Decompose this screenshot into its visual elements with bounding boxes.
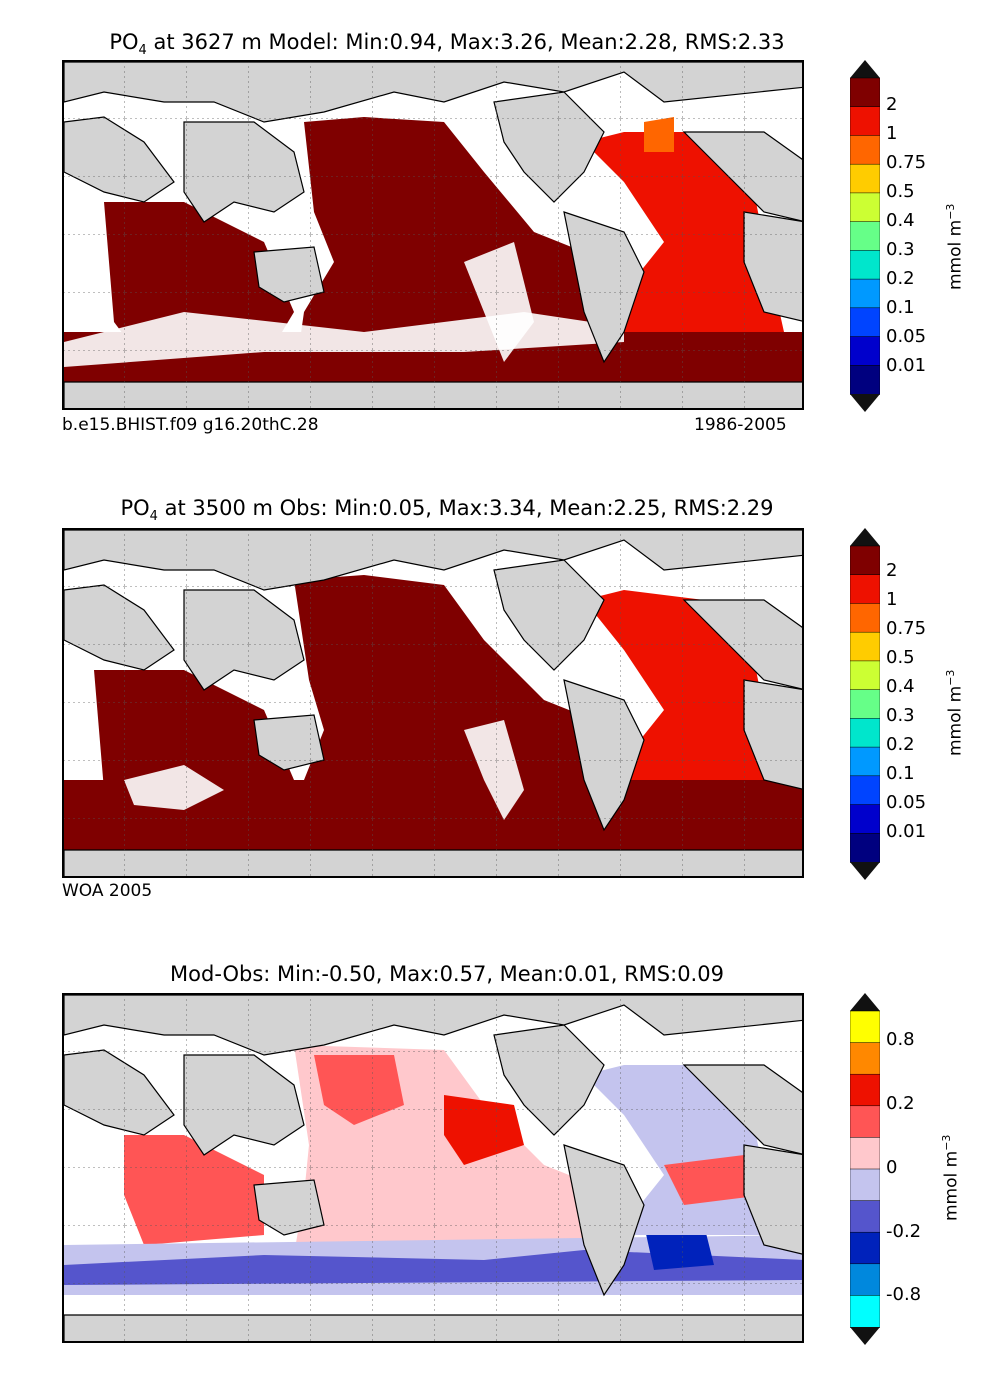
colorbar-swatch bbox=[850, 221, 880, 252]
colorbar-tick: 2 bbox=[886, 94, 898, 115]
caption-right: 1986-2005 bbox=[694, 415, 787, 435]
colorbar-swatch bbox=[850, 307, 880, 338]
colorbar-swatch bbox=[850, 574, 880, 605]
colorbar-tick: 0.75 bbox=[886, 618, 927, 639]
colorbar-tick: 0.01 bbox=[886, 355, 927, 376]
colorbar-model: 2 1 0.75 0.5 0.4 0.3 0.2 0.1 0.05 0.01 m… bbox=[850, 60, 990, 412]
map-svg bbox=[64, 995, 802, 1341]
colorbar-tick: 0.3 bbox=[886, 239, 915, 260]
colorbar-swatch bbox=[850, 250, 880, 280]
colorbar-tick: 0.5 bbox=[886, 647, 915, 668]
map-obs bbox=[62, 528, 804, 878]
colorbar-swatch bbox=[850, 1042, 880, 1075]
caption-left: WOA 2005 bbox=[62, 881, 153, 901]
title-text: Mod-Obs: Min:-0.50, Max:0.57, Mean:0.01,… bbox=[170, 962, 724, 986]
colorbar-extend-max bbox=[850, 60, 880, 78]
colorbar-tick: 0.3 bbox=[886, 705, 915, 726]
colorbar-unit: mmol m−3 bbox=[944, 669, 966, 756]
title-text: at 3500 m Obs: Min:0.05, Max:3.34, Mean:… bbox=[157, 496, 774, 520]
colorbar-swatch bbox=[850, 833, 880, 863]
colorbar-tick: 1 bbox=[886, 589, 898, 610]
map-svg bbox=[64, 530, 802, 876]
colorbar-swatch bbox=[850, 660, 880, 691]
colorbar-tick: 0.05 bbox=[886, 792, 927, 813]
colorbar-tick: 0.1 bbox=[886, 763, 915, 784]
colorbar-tick: 0.4 bbox=[886, 676, 915, 697]
colorbar-extend-min bbox=[850, 1327, 880, 1345]
colorbar-swatch bbox=[850, 365, 880, 395]
caption-left: b.e15.BHIST.f09 g16.20thC.28 bbox=[62, 415, 319, 435]
colorbar-swatch bbox=[850, 336, 880, 367]
colorbar-swatch bbox=[850, 1073, 880, 1107]
title-prefix: PO bbox=[120, 496, 150, 520]
colorbar-swatch bbox=[850, 746, 880, 777]
colorbar-swatch bbox=[850, 106, 880, 137]
colorbar-tick: 0.2 bbox=[886, 268, 915, 289]
map-model bbox=[62, 60, 804, 410]
colorbar-swatch bbox=[850, 135, 880, 165]
colorbar-swatch bbox=[850, 163, 880, 194]
colorbar-swatch bbox=[850, 1231, 880, 1265]
map-svg bbox=[64, 62, 802, 408]
colorbar-unit: mmol m−3 bbox=[940, 1134, 962, 1221]
colorbar-swatch bbox=[850, 1295, 880, 1328]
colorbar-tick: 0.2 bbox=[886, 734, 915, 755]
colorbar-swatch bbox=[850, 545, 880, 576]
colorbar-swatch bbox=[850, 1263, 880, 1297]
colorbar-swatch bbox=[850, 1168, 880, 1202]
colorbar-tick: 0.75 bbox=[886, 152, 927, 173]
colorbar-tick: -0.8 bbox=[886, 1284, 922, 1305]
colorbar-unit: mmol m−3 bbox=[944, 203, 966, 290]
colorbar-extend-min bbox=[850, 862, 880, 880]
colorbar-obs: 2 1 0.75 0.5 0.4 0.3 0.2 0.1 0.05 0.01 m… bbox=[850, 528, 990, 880]
colorbar-swatches bbox=[850, 60, 880, 412]
colorbar-diff: 0.8 0.2 0 -0.2 -0.8 mmol m−3 bbox=[850, 993, 990, 1345]
colorbar-swatch bbox=[850, 192, 880, 223]
colorbar-tick: 2 bbox=[886, 560, 898, 581]
colorbar-tick: 0.05 bbox=[886, 326, 927, 347]
colorbar-swatch bbox=[850, 1010, 880, 1044]
colorbar-swatch bbox=[850, 689, 880, 720]
colorbar-swatch bbox=[850, 718, 880, 748]
map-diff bbox=[62, 993, 804, 1343]
colorbar-extend-max bbox=[850, 993, 880, 1011]
colorbar-tick: 0.5 bbox=[886, 181, 915, 202]
colorbar-tick: -0.2 bbox=[886, 1221, 922, 1242]
colorbar-swatch bbox=[850, 1137, 880, 1170]
colorbar-tick: 0.4 bbox=[886, 210, 915, 231]
title-prefix: PO bbox=[109, 30, 139, 54]
colorbar-swatches bbox=[850, 993, 880, 1345]
title-subscript: 4 bbox=[138, 43, 147, 59]
colorbar-swatch bbox=[850, 278, 880, 309]
colorbar-tick: 0.8 bbox=[886, 1029, 915, 1050]
panel-title: PO4 at 3500 m Obs: Min:0.05, Max:3.34, M… bbox=[0, 496, 894, 524]
colorbar-swatch bbox=[850, 1105, 880, 1139]
panel-title: PO4 at 3627 m Model: Min:0.94, Max:3.26,… bbox=[0, 30, 894, 58]
colorbar-swatch bbox=[850, 804, 880, 835]
colorbar-swatch bbox=[850, 77, 880, 108]
title-text: at 3627 m Model: Min:0.94, Max:3.26, Mea… bbox=[146, 30, 785, 54]
colorbar-swatch bbox=[850, 631, 880, 662]
colorbar-swatch bbox=[850, 775, 880, 806]
colorbar-swatch bbox=[850, 1200, 880, 1233]
colorbar-extend-min bbox=[850, 394, 880, 412]
colorbar-swatch bbox=[850, 603, 880, 633]
colorbar-extend-max bbox=[850, 528, 880, 546]
panel-title: Mod-Obs: Min:-0.50, Max:0.57, Mean:0.01,… bbox=[0, 962, 894, 986]
colorbar-tick: 1 bbox=[886, 123, 898, 144]
colorbar-tick: 0.2 bbox=[886, 1093, 915, 1114]
colorbar-tick: 0.1 bbox=[886, 297, 915, 318]
title-subscript: 4 bbox=[149, 509, 158, 525]
colorbar-tick: 0 bbox=[886, 1157, 898, 1178]
colorbar-tick: 0.01 bbox=[886, 821, 927, 842]
colorbar-swatches bbox=[850, 528, 880, 880]
